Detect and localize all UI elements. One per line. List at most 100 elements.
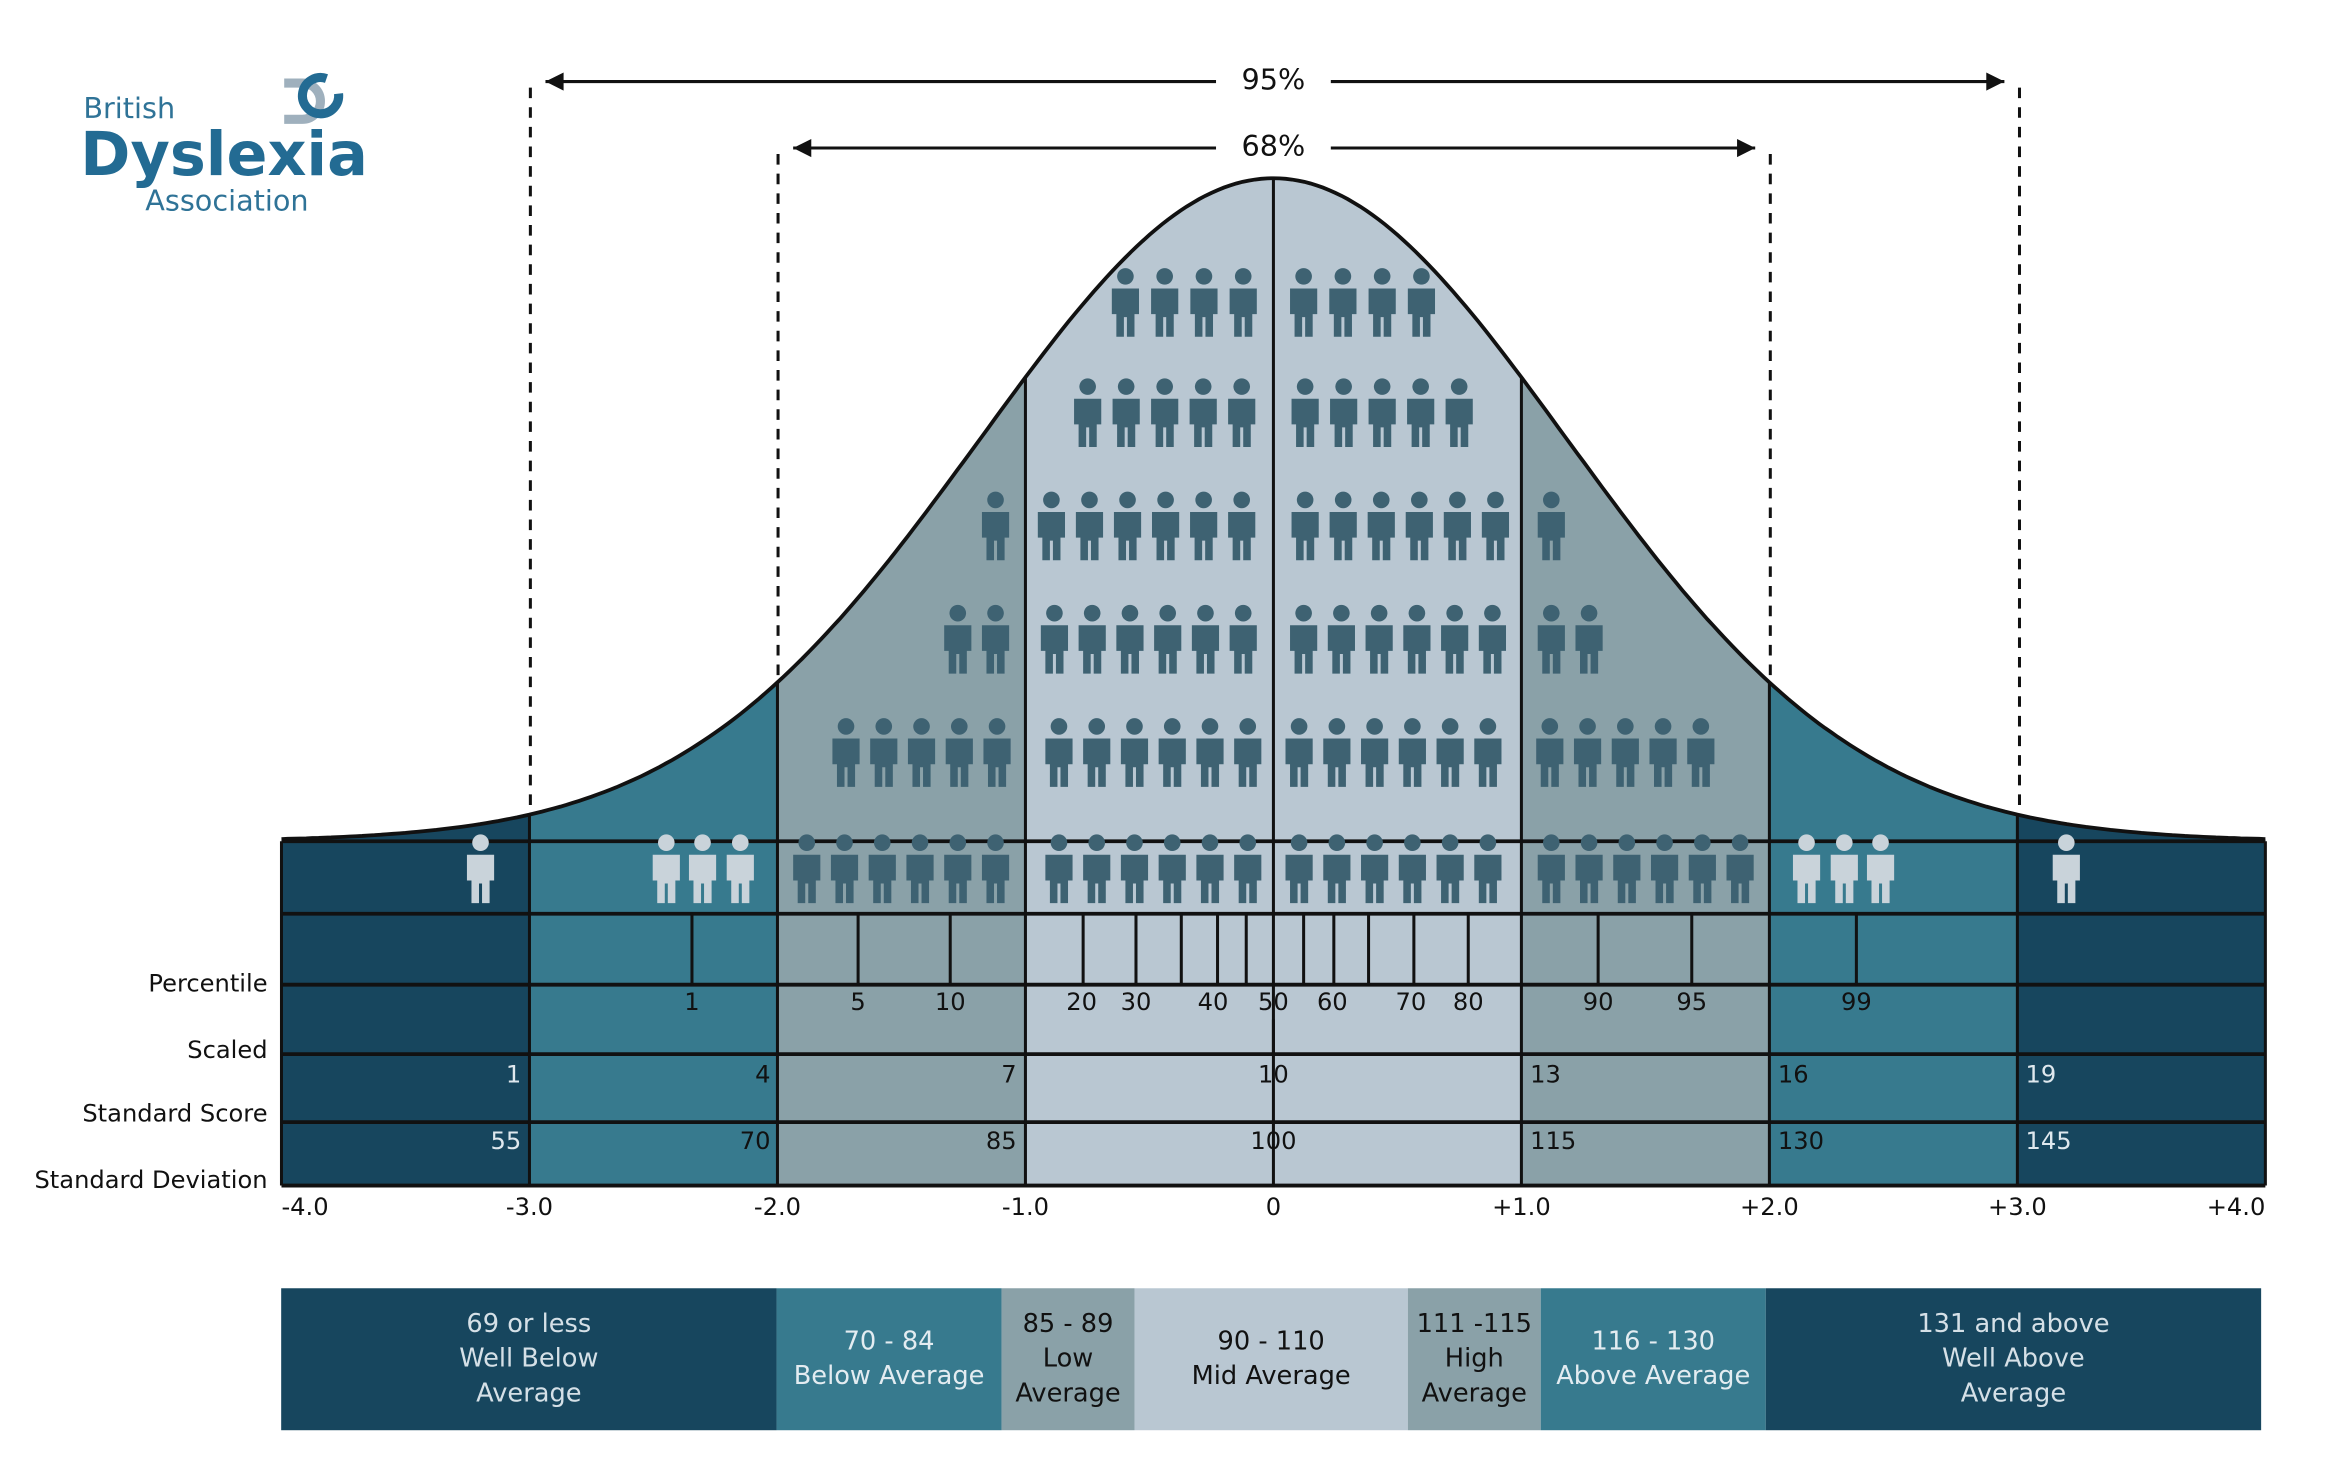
person-head xyxy=(1201,718,1219,735)
person-body xyxy=(1330,398,1358,448)
person-head xyxy=(836,834,853,852)
person-body xyxy=(1151,511,1180,561)
person-head xyxy=(1334,268,1352,285)
person-icon xyxy=(1190,491,1218,561)
band-label: 90 - 110 xyxy=(1218,1326,1325,1356)
person-body xyxy=(1120,854,1149,904)
band-label: 85 - 89 xyxy=(1023,1309,1114,1339)
person-head xyxy=(1372,491,1390,509)
person-icon xyxy=(944,604,972,674)
score-band xyxy=(1765,1288,2262,1431)
person-body xyxy=(1474,854,1502,904)
person-icon xyxy=(944,834,972,904)
person-head xyxy=(1296,378,1314,395)
person-head xyxy=(873,834,891,852)
band-label: Average xyxy=(1015,1378,1120,1408)
logo-text: British xyxy=(83,91,175,125)
person-body xyxy=(1650,854,1679,904)
percentile-label: 30 xyxy=(1121,988,1152,1016)
band-label: 116 - 130 xyxy=(1591,1326,1715,1356)
person-body xyxy=(1481,511,1510,561)
band-label: Well Below xyxy=(459,1344,598,1374)
scaled-label: 19 xyxy=(2026,1060,2057,1088)
person-head xyxy=(1412,378,1429,395)
person-body xyxy=(1113,511,1142,561)
person-body xyxy=(1368,288,1396,337)
person-icon xyxy=(1228,491,1256,561)
person-icon xyxy=(1445,378,1473,448)
person-head xyxy=(1296,491,1314,509)
person-body xyxy=(1688,854,1716,904)
person-body xyxy=(944,854,972,904)
person-head xyxy=(1163,834,1181,852)
person-body xyxy=(868,854,896,904)
sd-tick-label: -3.0 xyxy=(506,1193,553,1221)
logo-text: Association xyxy=(145,183,308,217)
range-label: 95% xyxy=(1242,63,1306,97)
person-icon xyxy=(1323,718,1351,787)
person-icon xyxy=(1407,268,1436,337)
person-icon xyxy=(1158,834,1186,904)
person-icon xyxy=(2052,834,2080,904)
person-icon xyxy=(1113,491,1142,561)
percentile-label: 40 xyxy=(1198,988,1229,1016)
person-icon xyxy=(1726,834,1754,904)
person-body xyxy=(981,854,1010,904)
person-body xyxy=(1866,854,1895,904)
person-body xyxy=(1151,288,1179,337)
person-body xyxy=(688,854,717,904)
row-label: Percentile xyxy=(148,970,267,998)
person-head xyxy=(1373,378,1391,395)
person-head xyxy=(987,491,1004,509)
person-body xyxy=(1792,854,1821,904)
band-label: Above Average xyxy=(1556,1361,1750,1391)
person-icon xyxy=(1537,834,1565,904)
person-icon xyxy=(1234,834,1262,904)
person-body xyxy=(1196,738,1224,787)
person-body xyxy=(981,511,1010,561)
person-body xyxy=(1365,625,1393,674)
person-body xyxy=(1078,625,1106,674)
person-icon xyxy=(1329,491,1357,561)
band-label: Well Above xyxy=(1942,1344,2085,1374)
person-head xyxy=(1580,834,1598,852)
row-label: Scaled xyxy=(187,1036,267,1064)
percentile-label: 60 xyxy=(1317,988,1348,1016)
person-head xyxy=(1656,834,1673,852)
curve-segment xyxy=(529,682,778,1186)
person-icon xyxy=(1613,834,1641,904)
person-body xyxy=(1537,625,1565,674)
arrow-head xyxy=(793,138,812,158)
person-body xyxy=(1536,738,1564,787)
person-icon xyxy=(1537,604,1565,674)
person-icon xyxy=(1792,834,1821,904)
person-head xyxy=(1408,604,1426,622)
scaled-label: 16 xyxy=(1778,1060,1809,1088)
sd-tick-label: +3.0 xyxy=(1988,1193,2047,1221)
person-head xyxy=(1692,718,1710,735)
person-icon xyxy=(1285,834,1313,904)
person-body xyxy=(1726,854,1754,904)
person-head xyxy=(1050,718,1068,735)
person-icon xyxy=(1234,718,1262,787)
person-head xyxy=(1239,718,1257,735)
person-body xyxy=(1189,398,1217,448)
band-label: 70 - 84 xyxy=(844,1326,935,1356)
person-body xyxy=(1291,398,1319,448)
person-icon xyxy=(1229,268,1257,337)
person-body xyxy=(1443,511,1471,561)
person-body xyxy=(1649,738,1677,787)
person-body xyxy=(906,854,934,904)
person-head xyxy=(1290,718,1308,735)
percentile-label: 20 xyxy=(1066,988,1097,1016)
percentile-label: 10 xyxy=(935,988,966,1016)
person-body xyxy=(1190,288,1218,337)
person-head xyxy=(1195,268,1213,285)
person-icon xyxy=(1403,604,1431,674)
person-head xyxy=(1334,491,1352,509)
person-head xyxy=(1050,834,1068,852)
person-head xyxy=(1543,604,1560,622)
person-icon xyxy=(1151,268,1179,337)
person-body xyxy=(1112,398,1140,448)
person-head xyxy=(837,718,855,735)
